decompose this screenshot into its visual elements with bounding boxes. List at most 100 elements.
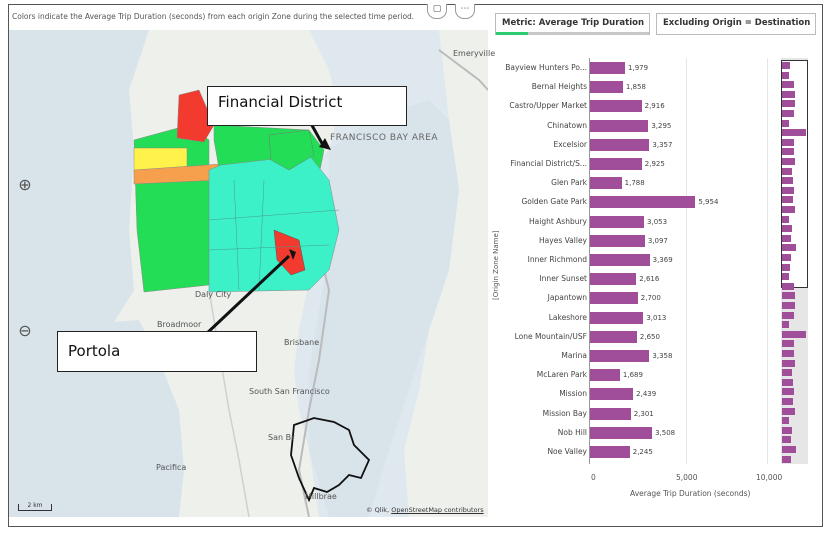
bar-label: Chinatown: [547, 120, 587, 130]
bar-value-label: 3,369: [652, 256, 673, 264]
bar-value-label: 5,954: [698, 198, 719, 207]
scroll-overview-bar: [782, 311, 794, 319]
scroll-overview-bar: [782, 119, 790, 127]
expand-icon[interactable]: ▢: [427, 4, 447, 19]
attribution-prefix: © Qlik,: [366, 506, 390, 514]
gridline-10000: [767, 58, 768, 464]
bar-value-label: 3,097: [647, 236, 668, 245]
bar-label: Golden Gate Park: [521, 197, 587, 207]
bar-label: Excelsior: [553, 139, 587, 149]
bar[interactable]: [590, 158, 642, 170]
scroll-overview-bar: [782, 359, 796, 367]
map-label-bay-area: FRANCISCO BAY AREA: [330, 133, 439, 143]
scroll-overview-bar: [782, 167, 793, 175]
bar[interactable]: [590, 311, 644, 324]
bar[interactable]: [590, 446, 630, 458]
map-label-broadmoor: Broadmoor: [157, 320, 202, 329]
bar[interactable]: [590, 407, 631, 420]
chart-x-axis-title: Average Trip Duration (seconds): [630, 489, 751, 498]
scroll-overview-bar: [782, 110, 794, 117]
scroll-overview-bar: [782, 215, 789, 223]
zoom-out-icon[interactable]: ⊖: [18, 321, 32, 340]
map-label-south-sf: South San Francisco: [249, 387, 330, 396]
scroll-overview-bar: [782, 369, 793, 377]
bar-label: Mission: [559, 389, 587, 399]
scroll-overview-bar: [782, 263, 790, 271]
bar[interactable]: [590, 292, 638, 305]
bar-label: Marina: [561, 351, 587, 360]
scroll-overview-bar: [782, 148, 795, 156]
bar-value-label: 3,295: [651, 121, 672, 130]
map-label-san-bruno: San Br: [268, 433, 295, 442]
bar-value-label: 3,358: [652, 352, 673, 360]
scroll-overview-bar: [782, 234, 792, 242]
menu-icon[interactable]: ⋯: [455, 4, 475, 19]
bar-value-label: 3,053: [647, 217, 668, 226]
bar-value-label: 2,439: [636, 390, 657, 399]
bar-label: Glen Park: [551, 178, 587, 188]
bar[interactable]: [590, 138, 650, 151]
map-label-emeryville: Emeryville: [453, 49, 496, 58]
scroll-overview-bar: [782, 138, 795, 146]
bar[interactable]: [590, 369, 620, 382]
bar-value-label: 1,858: [625, 83, 646, 92]
bar[interactable]: [590, 426, 653, 439]
tab-metric[interactable]: Metric: Average Trip Duration: [495, 13, 650, 35]
attribution-link[interactable]: OpenStreetMap contributors: [391, 506, 484, 514]
scroll-overview-bar: [782, 254, 791, 261]
bar[interactable]: [590, 330, 637, 343]
x-tick-0: 0: [591, 473, 596, 482]
scroll-overview-bar: [782, 90, 796, 98]
scroll-overview-bar: [782, 196, 793, 204]
tab-metric-indicator: [496, 32, 649, 35]
bar[interactable]: [590, 119, 649, 132]
bar-label: Mission Bay: [542, 408, 587, 418]
bar-label: Castro/Upper Market: [509, 101, 587, 111]
bar[interactable]: [590, 215, 645, 228]
scroll-overview-bar: [782, 407, 796, 415]
bar[interactable]: [590, 100, 642, 113]
scroll-overview-bar: [782, 321, 790, 329]
bar[interactable]: [590, 81, 623, 94]
bar[interactable]: [590, 254, 650, 266]
bar[interactable]: [590, 177, 622, 190]
bar[interactable]: [590, 388, 634, 401]
scroll-overview-bar: [782, 282, 794, 290]
chart-axis-line: [589, 58, 590, 464]
bar-label: Hayes Valley: [539, 235, 587, 245]
bar-value-label: 3,357: [652, 140, 673, 149]
scroll-overview-bar: [782, 330, 806, 338]
map-label-millbrae: Millbrae: [305, 492, 337, 501]
bar-label: Haight Ashbury: [529, 216, 587, 226]
map-view[interactable]: [9, 30, 488, 517]
x-tick-5000: 5,000: [676, 473, 698, 482]
scroll-overview-bar: [782, 436, 792, 444]
scroll-overview-bar: [782, 292, 796, 300]
bar[interactable]: [590, 62, 626, 74]
bar[interactable]: [590, 350, 650, 362]
scroll-overview-bar: [782, 177, 793, 185]
bar[interactable]: [590, 273, 637, 286]
bar-value-label: 2,925: [644, 160, 665, 168]
zoom-in-icon[interactable]: ⊕: [18, 175, 32, 194]
gridline-5000: [686, 58, 687, 464]
bar-value-label: 2,700: [640, 294, 661, 303]
bar[interactable]: [590, 196, 696, 209]
bar-label: Nob Hill: [557, 427, 587, 437]
bar-label: McLaren Park: [536, 370, 587, 380]
bar-label: Inner Richmond: [527, 255, 587, 264]
map-canvas: [9, 30, 488, 517]
bar[interactable]: [590, 234, 645, 247]
scale-bar: 2 km: [18, 503, 52, 511]
tab-filter[interactable]: Excluding Origin = Destination: [656, 13, 816, 35]
scroll-overview-bar: [782, 244, 797, 252]
bar-label: Bayview Hunters Po...: [505, 63, 587, 72]
map-caption: Colors indicate the Average Trip Duratio…: [12, 12, 415, 21]
bar-label: Lone Mountain/USF: [514, 331, 587, 341]
bar-label: Japantown: [547, 293, 587, 303]
map-label-daly-city: Daly City: [195, 290, 232, 299]
scroll-overview-bar: [782, 398, 793, 405]
bar-value-label: 2,301: [633, 409, 654, 418]
scroll-overview-bar: [782, 446, 797, 453]
scroll-overview-bar: [782, 206, 796, 213]
